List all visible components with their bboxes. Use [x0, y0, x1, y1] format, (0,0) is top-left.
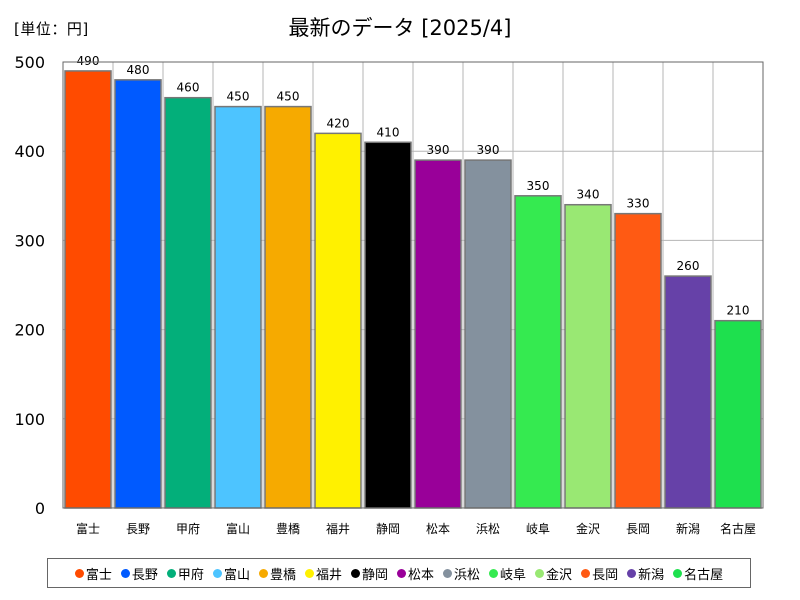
legend-marker: [166, 568, 176, 578]
data-label: 420: [327, 116, 350, 130]
x-tick-label: 松本: [426, 522, 450, 536]
x-tick-label: 富士: [76, 521, 100, 536]
legend-item: 岐阜: [489, 564, 526, 583]
bar-岐阜: [514, 195, 562, 509]
bar-松本: [414, 159, 462, 509]
legend-label: 長岡: [592, 567, 619, 583]
legend-item: 長野: [120, 564, 158, 583]
data-label: 450: [277, 90, 300, 104]
legend-marker: [535, 568, 545, 578]
x-tick-label: 長岡: [626, 522, 650, 536]
data-label: 460: [177, 81, 200, 95]
x-tick-label: 福井: [326, 521, 350, 536]
data-label: 330: [627, 197, 650, 211]
y-tick-label: 0: [35, 499, 45, 518]
legend-item: 福井: [304, 564, 342, 583]
legend-label: 静岡: [361, 567, 388, 583]
legend-item: 甲府: [166, 564, 204, 583]
legend-item: 豊橋: [258, 564, 296, 583]
x-tick-label: 新潟: [676, 521, 700, 536]
plot-border: [62, 61, 764, 509]
x-tick-label: 名古屋: [720, 521, 756, 536]
legend-marker: [304, 568, 314, 578]
bar-富士: [64, 70, 112, 509]
legend-label: 新潟: [638, 567, 665, 583]
bar-金沢: [564, 203, 612, 509]
data-label: 410: [377, 125, 400, 139]
x-tick-label: 富山: [226, 521, 250, 536]
x-tick-label: 浜松: [476, 522, 500, 536]
data-label: 210: [727, 304, 750, 318]
legend-item: 金沢: [535, 564, 572, 583]
legend-marker: [443, 568, 453, 578]
legend-label: 甲府: [177, 567, 204, 583]
y-tick-label: 100: [14, 410, 45, 429]
legend-item: 富山: [212, 564, 250, 583]
legend-label: 岐阜: [500, 567, 527, 583]
bar-長野: [114, 79, 162, 509]
legend-label: 浜松: [454, 567, 481, 583]
bar-静岡: [364, 141, 412, 509]
data-label: 390: [427, 143, 450, 157]
x-tick-label: 静岡: [376, 522, 400, 536]
legend-marker: [212, 568, 222, 578]
legend-marker: [350, 568, 360, 578]
x-tick-label: 長野: [126, 522, 150, 536]
bar-富山: [214, 105, 262, 509]
legend-marker: [489, 568, 499, 578]
legend-item: 新潟: [627, 564, 664, 583]
legend-label: 福井: [315, 567, 342, 583]
legend: 富士 長野 甲府 富山 豊橋 福井 静岡 松本 浜松 岐阜 金沢 長岡 新潟 名古屋: [47, 558, 751, 588]
legend-label: 松本: [408, 567, 435, 583]
legend-marker: [397, 568, 406, 578]
plot-area: 0 100 200 300 400 500 490 富士 480 長野 460 甲府 450 富山 450 豊…: [14, 53, 764, 536]
legend-item: 浜松: [443, 564, 480, 583]
bar-豊橋: [264, 105, 312, 509]
legend-label: 富山: [223, 567, 250, 583]
bar-名古屋: [714, 319, 762, 509]
legend-item: 富士: [74, 564, 112, 583]
legend-marker: [258, 568, 268, 578]
legend-marker: [581, 568, 591, 578]
y-tick-label: 500: [14, 53, 45, 72]
legend-marker: [120, 568, 130, 578]
legend-label: 名古屋: [684, 567, 724, 583]
x-tick-label: 岐阜: [526, 522, 550, 536]
bar-甲府: [164, 96, 212, 509]
data-label: 490: [77, 54, 100, 68]
legend-item: 松本: [397, 564, 434, 583]
data-label: 450: [227, 90, 250, 104]
x-tick-label: 甲府: [176, 521, 200, 536]
legend-label: 金沢: [546, 567, 573, 583]
data-label: 340: [577, 188, 600, 202]
chart-title: 最新のデータ [2025/4]: [288, 16, 512, 40]
legend-marker: [627, 568, 637, 578]
data-label: 260: [677, 259, 700, 273]
x-tick-label: 金沢: [576, 521, 600, 536]
data-label: 480: [127, 63, 150, 77]
bar-長岡: [614, 212, 662, 509]
y-tick-label: 200: [14, 321, 45, 340]
legend-label: 長野: [131, 567, 158, 583]
y-tick-label: 400: [14, 142, 45, 161]
legend-item: 長岡: [581, 564, 618, 583]
bar-福井: [314, 132, 362, 509]
unit-label: [単位：円]: [14, 20, 89, 38]
legend-item: 静岡: [350, 564, 388, 583]
y-tick-label: 300: [14, 231, 45, 250]
legend-label: 豊橋: [269, 567, 296, 583]
bar-新潟: [664, 275, 712, 509]
legend-label: 富士: [85, 567, 112, 583]
data-label: 350: [527, 179, 550, 193]
legend-marker: [673, 568, 683, 578]
bar-浜松: [464, 159, 512, 509]
legend-marker: [74, 568, 84, 578]
x-tick-label: 豊橋: [276, 522, 300, 536]
legend-item: 名古屋: [673, 564, 723, 583]
data-label: 390: [477, 143, 500, 157]
